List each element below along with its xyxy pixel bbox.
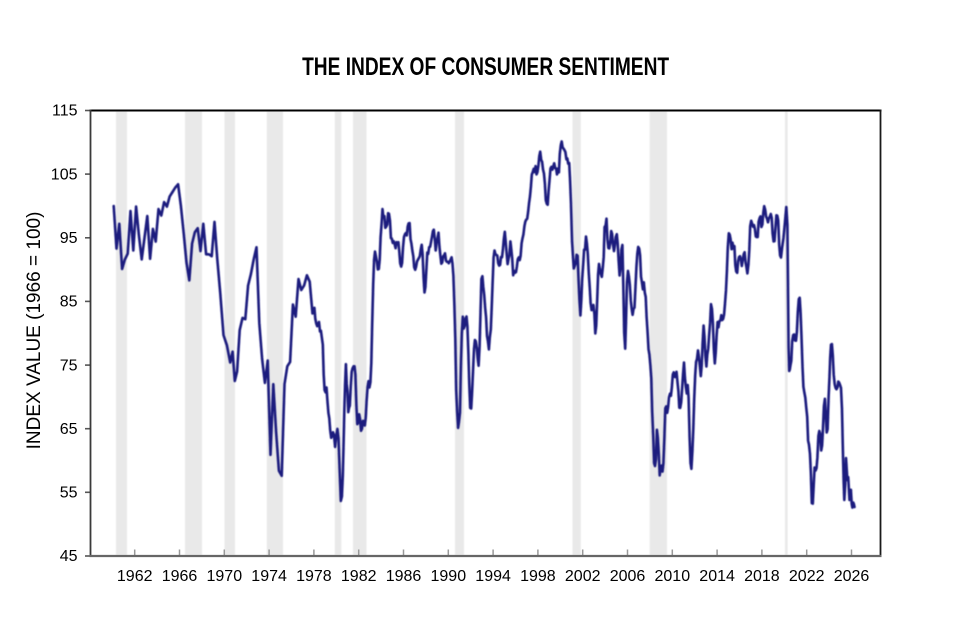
svg-text:2014: 2014 — [699, 568, 735, 585]
svg-text:85: 85 — [60, 294, 78, 311]
svg-text:1978: 1978 — [296, 568, 332, 585]
svg-text:105: 105 — [51, 166, 78, 183]
svg-text:2006: 2006 — [610, 568, 646, 585]
svg-text:75: 75 — [60, 357, 78, 374]
svg-text:95: 95 — [60, 230, 78, 247]
svg-text:THE INDEX OF CONSUMER SENTIMEN: THE INDEX OF CONSUMER SENTIMENT — [302, 53, 669, 81]
svg-text:1998: 1998 — [520, 568, 556, 585]
svg-text:45: 45 — [60, 548, 78, 565]
svg-text:2022: 2022 — [789, 568, 825, 585]
svg-text:INDEX VALUE (1966 = 100): INDEX VALUE (1966 = 100) — [24, 212, 45, 450]
svg-text:1970: 1970 — [207, 568, 243, 585]
svg-text:115: 115 — [52, 103, 78, 120]
svg-text:2002: 2002 — [565, 568, 601, 585]
svg-text:1994: 1994 — [475, 568, 511, 585]
svg-text:65: 65 — [60, 421, 78, 438]
svg-text:2018: 2018 — [744, 568, 780, 585]
svg-text:1966: 1966 — [162, 568, 198, 585]
svg-text:55: 55 — [60, 485, 78, 502]
svg-text:1982: 1982 — [341, 568, 377, 585]
svg-text:1974: 1974 — [251, 568, 287, 585]
svg-text:1986: 1986 — [386, 568, 422, 585]
svg-text:2026: 2026 — [834, 568, 870, 585]
svg-text:1990: 1990 — [431, 568, 467, 585]
svg-text:2010: 2010 — [655, 568, 691, 585]
svg-text:1962: 1962 — [117, 568, 153, 585]
